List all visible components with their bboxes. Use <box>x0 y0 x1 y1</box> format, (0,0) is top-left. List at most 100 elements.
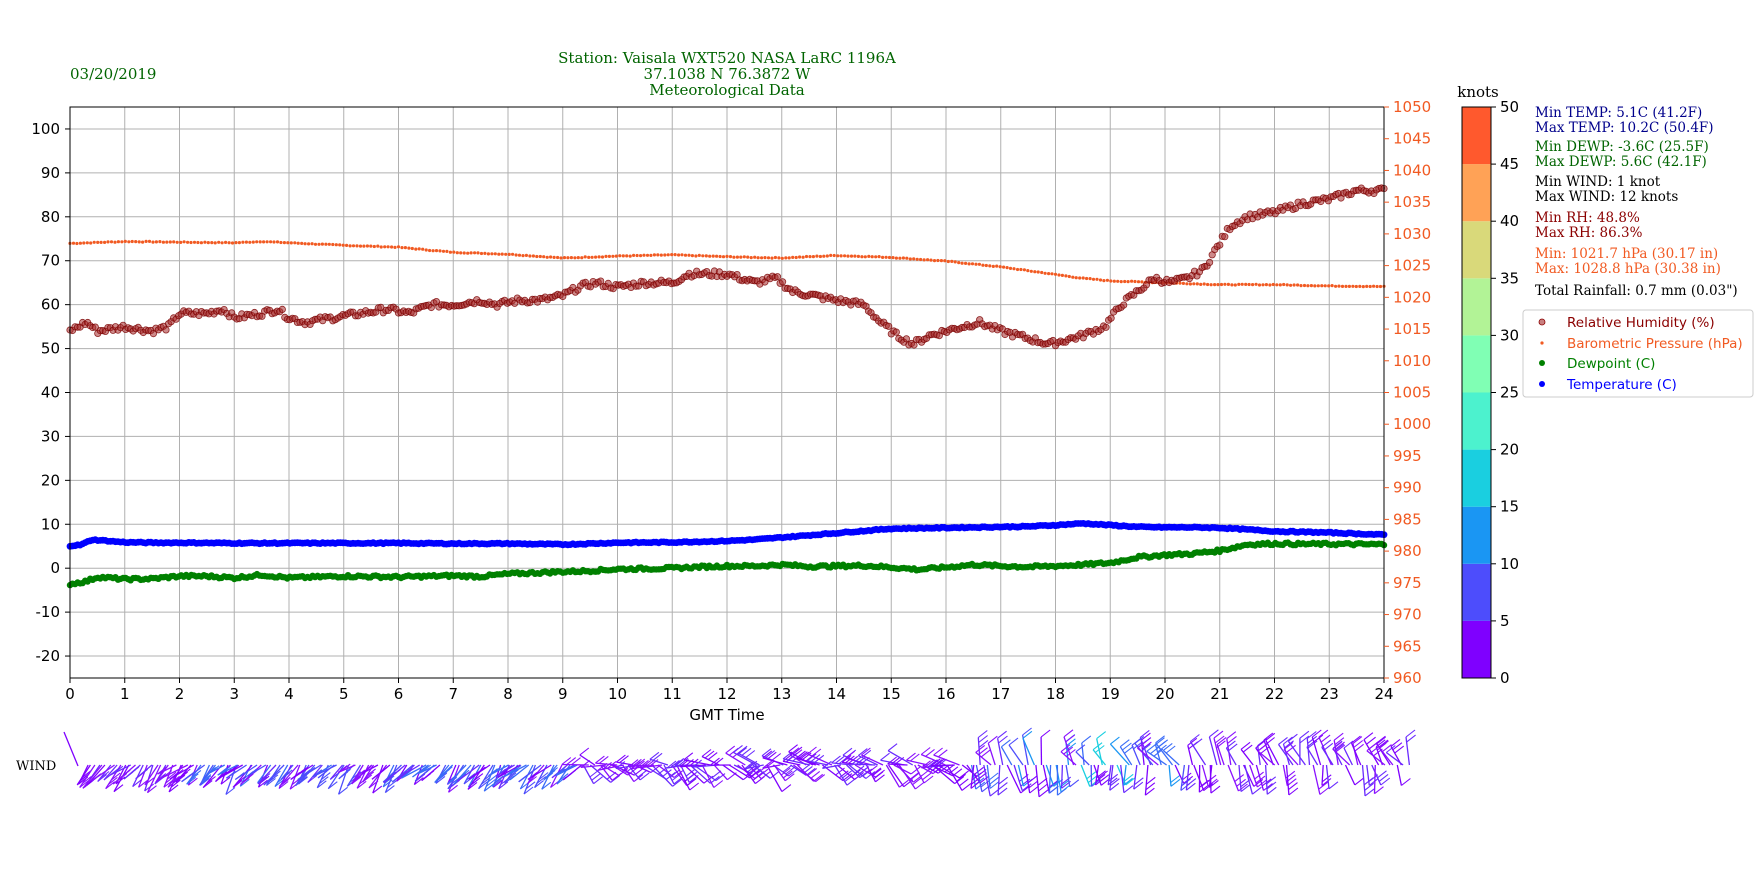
wind-barb-flag <box>509 772 520 781</box>
pressure-point <box>341 243 345 247</box>
wind-barb-flag <box>545 769 556 778</box>
pressure-point <box>1008 266 1013 270</box>
wind-barb-flag <box>1335 744 1346 753</box>
y-left-tick-label: 100 <box>31 120 60 138</box>
wind-barb <box>1155 742 1174 766</box>
pressure-point <box>1195 282 1199 286</box>
wind-barb-flag <box>672 778 682 787</box>
wind-barb <box>822 764 842 769</box>
pressure-point <box>1237 282 1241 286</box>
wind-barb-flag <box>312 769 323 778</box>
pressure-point <box>331 242 335 247</box>
wind-barb <box>1216 744 1225 766</box>
wind-barb-flag <box>687 771 698 780</box>
y-right-tick-label: 990 <box>1393 479 1422 497</box>
pressure-point <box>234 241 238 245</box>
wind-barb-flag <box>492 779 502 788</box>
pressure-point <box>556 255 560 260</box>
pressure-point <box>998 265 1002 269</box>
pressure-point <box>517 253 522 257</box>
pressure-point <box>970 262 975 266</box>
pressure-point <box>493 252 497 256</box>
wind-barb-flag <box>684 758 694 767</box>
wind-barb-flag <box>267 774 277 782</box>
wind-barb <box>1249 764 1259 788</box>
wind-barb-flag <box>805 767 816 776</box>
wind-barb-flag <box>887 743 898 752</box>
pressure-point <box>1060 273 1064 277</box>
wind-barb-flag <box>421 764 432 773</box>
pressure-point <box>863 255 867 259</box>
wind-barb-flag <box>543 772 554 781</box>
wind-barb-flag <box>1380 777 1391 786</box>
wind-barb-flag <box>1363 732 1374 741</box>
wind-barb <box>307 764 323 783</box>
pressure-point <box>1074 276 1078 280</box>
wind-barb-flag <box>555 768 565 777</box>
pressure-point <box>134 240 138 244</box>
pressure-point <box>103 240 107 244</box>
pressure-point <box>78 241 82 245</box>
wind-barb <box>1201 764 1209 787</box>
wind-barb-flag <box>713 780 724 788</box>
pressure-point <box>794 255 798 260</box>
pressure-point <box>652 253 657 257</box>
wind-barb-flag <box>762 760 773 769</box>
wind-barb-flag <box>788 744 798 753</box>
wind-barb-flag <box>1306 731 1317 739</box>
pressure-point <box>85 241 89 245</box>
pressure-point <box>203 240 207 244</box>
pressure-point <box>562 256 567 260</box>
x-tick-label: 20 <box>1155 685 1174 703</box>
wind-barb-flag <box>1087 775 1098 784</box>
wind-barb-flag <box>566 769 576 778</box>
pressure-point <box>1313 284 1317 288</box>
wind-barb-flag <box>1187 737 1198 746</box>
stat-max-dewp: Max DEWP: 5.6C (42.1F) <box>1535 154 1707 170</box>
pressure-point <box>428 248 432 253</box>
wind-barb-flag <box>1234 774 1245 783</box>
wind-barb-flag <box>327 781 338 790</box>
wind-barb-flag <box>915 781 925 790</box>
wind-barb-flag <box>307 775 318 783</box>
pressure-point <box>787 256 791 260</box>
y-left-tick-label: 0 <box>50 559 60 577</box>
wind-barb-flag <box>645 759 655 768</box>
wind-barb-flag <box>144 777 155 786</box>
wind-barb-flag <box>1283 742 1294 750</box>
pressure-point <box>497 252 501 256</box>
wind-barb-flag <box>988 772 999 781</box>
wind-barb-flag <box>1379 740 1389 749</box>
pressure-point <box>1043 271 1047 275</box>
wind-barb-flag <box>989 781 1000 789</box>
pressure-point <box>932 259 937 263</box>
wind-barb <box>86 764 106 786</box>
wind-barb-flag <box>442 766 453 775</box>
pressure-point <box>154 240 158 244</box>
pressure-point <box>718 254 722 259</box>
wind-barb-flag <box>1094 745 1105 753</box>
wind-barb <box>1264 764 1268 795</box>
pressure-point <box>448 250 452 254</box>
wind-barb-flag <box>386 771 396 780</box>
colorbar-tick-label: 5 <box>1500 612 1510 630</box>
wind-barb-flag <box>378 766 388 775</box>
wind-barb-flag <box>597 762 608 771</box>
pressure-point <box>611 254 615 258</box>
pressure-point <box>127 240 131 244</box>
wind-barb-flag <box>234 772 245 780</box>
wind-barb-flag <box>418 766 428 774</box>
wind-barb-flag <box>701 749 712 757</box>
pressure-point <box>227 241 231 245</box>
y-right-tick-label: 980 <box>1393 542 1422 560</box>
x-tick-label: 22 <box>1265 685 1284 703</box>
wind-barb <box>975 764 983 792</box>
pressure-point <box>282 241 286 245</box>
wind-barb-flag <box>1108 773 1119 782</box>
wind-barb <box>1321 746 1334 766</box>
wind-barb <box>1107 764 1112 785</box>
wind-barb-flag <box>925 748 935 757</box>
wind-barb-flag <box>1288 733 1298 742</box>
wind-barb-flag <box>761 748 772 757</box>
wind-barb <box>1060 751 1077 766</box>
